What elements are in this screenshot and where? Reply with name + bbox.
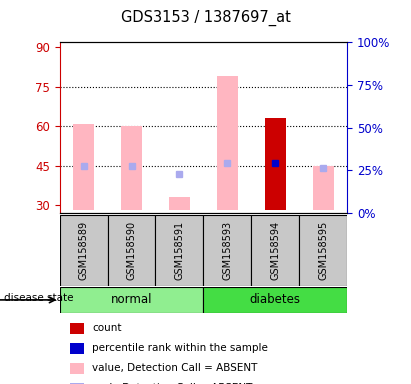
Text: value, Detection Call = ABSENT: value, Detection Call = ABSENT xyxy=(92,363,258,373)
Bar xyxy=(217,76,238,210)
Bar xyxy=(60,215,108,286)
Bar xyxy=(73,124,95,210)
Text: GSM158590: GSM158590 xyxy=(127,221,136,280)
Bar xyxy=(60,287,203,313)
Bar xyxy=(299,215,347,286)
Text: GSM158594: GSM158594 xyxy=(270,221,280,280)
Text: percentile rank within the sample: percentile rank within the sample xyxy=(92,343,268,353)
Text: count: count xyxy=(92,323,122,333)
Bar xyxy=(265,119,286,210)
Text: GSM158589: GSM158589 xyxy=(79,221,88,280)
Text: GDS3153 / 1387697_at: GDS3153 / 1387697_at xyxy=(120,10,291,26)
Text: diabetes: diabetes xyxy=(250,293,301,306)
Bar xyxy=(203,287,347,313)
Bar xyxy=(252,215,299,286)
Text: disease state: disease state xyxy=(4,293,74,303)
Bar xyxy=(155,215,203,286)
Bar xyxy=(203,215,252,286)
Bar xyxy=(312,166,334,210)
Bar xyxy=(121,126,142,210)
Bar xyxy=(169,197,190,210)
Bar xyxy=(108,215,155,286)
Text: normal: normal xyxy=(111,293,152,306)
Text: rank, Detection Call = ABSENT: rank, Detection Call = ABSENT xyxy=(92,383,253,384)
Text: GSM158593: GSM158593 xyxy=(222,221,232,280)
Text: GSM158591: GSM158591 xyxy=(175,221,185,280)
Text: GSM158595: GSM158595 xyxy=(319,221,328,280)
